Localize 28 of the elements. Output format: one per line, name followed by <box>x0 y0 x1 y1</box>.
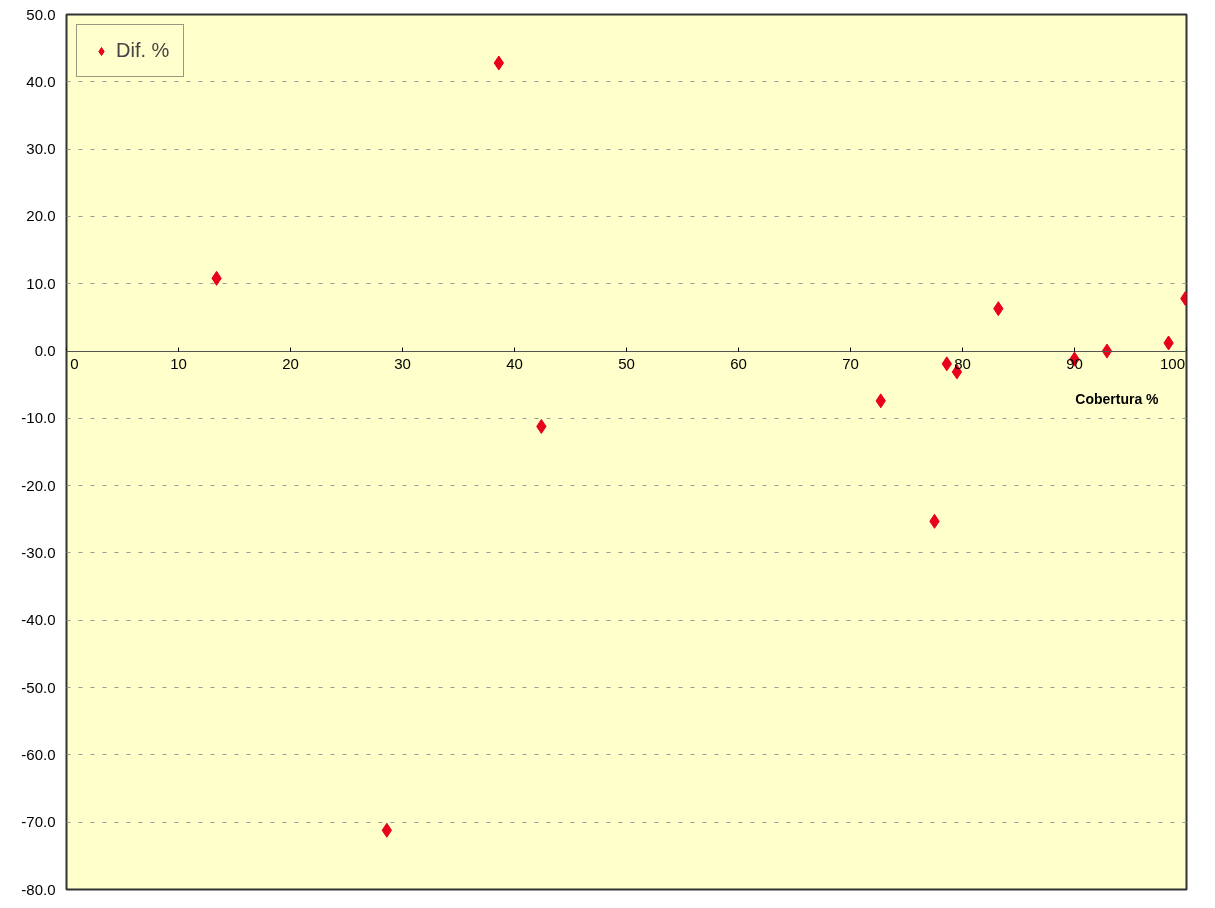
y-tick-label: -30.0 <box>21 543 56 561</box>
x-axis-title: Cobertura % <box>1075 391 1160 408</box>
y-tick-label: 10.0 <box>26 274 56 292</box>
x-tick-label: 100 <box>1159 355 1186 373</box>
x-tick-label: 40 <box>506 355 523 373</box>
x-tick-label: 70 <box>842 355 859 373</box>
y-tick-label: -10.0 <box>21 409 56 427</box>
y-tick-label: -60.0 <box>21 745 56 763</box>
y-tick-label: -40.0 <box>21 611 56 629</box>
y-tick-label: -50.0 <box>21 678 56 696</box>
x-tick-label: 50 <box>618 355 635 373</box>
x-tick-label: 90 <box>1066 355 1083 373</box>
y-tick-label: -20.0 <box>21 476 56 494</box>
x-tick-label: 10 <box>170 355 187 373</box>
x-tick-label: 0 <box>70 355 79 373</box>
y-tick-label: 50.0 <box>26 5 56 23</box>
x-tick-label: 30 <box>394 355 411 373</box>
y-tick-label: 0.0 <box>34 342 56 360</box>
x-tick-label: 60 <box>730 355 747 373</box>
y-tick-label: -70.0 <box>21 813 56 831</box>
point <box>1101 343 1113 359</box>
y-tick-label: 30.0 <box>26 140 56 158</box>
legend-label: Dif. % <box>116 39 170 62</box>
y-tick-label: 40.0 <box>26 72 56 90</box>
x-tick-label: 80 <box>954 355 971 373</box>
x-tick-label: 20 <box>282 355 299 373</box>
y-tick-label: 20.0 <box>26 207 56 225</box>
y-tick-label: -80.0 <box>21 880 56 898</box>
